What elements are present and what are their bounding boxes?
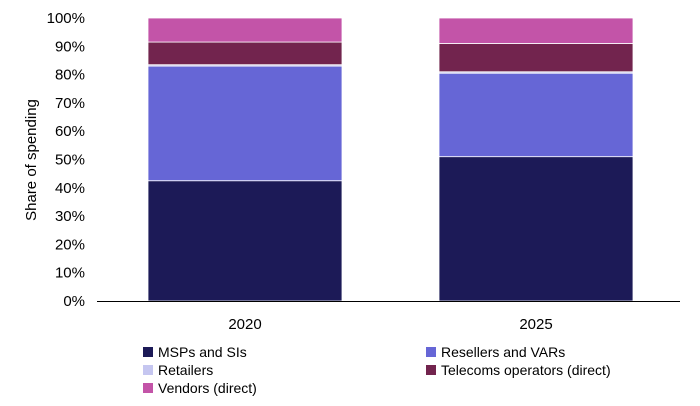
bar-segment bbox=[438, 43, 634, 73]
legend-swatch bbox=[143, 383, 153, 393]
bar-segment bbox=[147, 180, 343, 302]
y-axis-ticks: 0% 10% 20% 30% 40% 50% 60% 70% 80% 90% 100% bbox=[47, 10, 85, 310]
y-tick-label: 80% bbox=[55, 67, 85, 84]
y-tick-label: 0% bbox=[63, 293, 85, 310]
y-tick-label: 100% bbox=[47, 10, 85, 27]
legend: MSPs and SIs Resellers and VARs Retailers T… bbox=[143, 344, 611, 396]
y-tick-label: 30% bbox=[55, 208, 85, 225]
x-tick-label: 2020 bbox=[228, 316, 261, 333]
y-tick-label: 70% bbox=[55, 95, 85, 112]
bar-segment bbox=[147, 65, 343, 182]
bar-segment bbox=[147, 17, 343, 43]
y-tick-label: 60% bbox=[55, 123, 85, 140]
bar-segment bbox=[147, 41, 343, 66]
y-tick-label: 40% bbox=[55, 180, 85, 197]
bar-segment bbox=[438, 17, 634, 44]
y-axis-label: Share of spending bbox=[23, 99, 40, 221]
bar-segment bbox=[438, 72, 634, 158]
legend-swatch bbox=[426, 365, 436, 375]
y-tick-label: 50% bbox=[55, 152, 85, 169]
legend-label: Telecoms operators (direct) bbox=[441, 362, 611, 378]
legend-label: Vendors (direct) bbox=[158, 380, 257, 396]
y-tick-label: 10% bbox=[55, 265, 85, 282]
legend-label: Resellers and VARs bbox=[441, 344, 565, 360]
bar-segment bbox=[438, 156, 634, 302]
legend-swatch bbox=[143, 347, 153, 357]
legend-swatch bbox=[143, 365, 153, 375]
x-tick-label: 2025 bbox=[519, 316, 552, 333]
legend-label: Retailers bbox=[158, 362, 213, 378]
legend-swatch bbox=[426, 347, 436, 357]
bars bbox=[147, 17, 634, 302]
y-tick-label: 20% bbox=[55, 236, 85, 253]
legend-label: MSPs and SIs bbox=[158, 344, 247, 360]
x-axis-ticks: 2020 2025 bbox=[228, 316, 552, 333]
y-tick-label: 90% bbox=[55, 38, 85, 55]
